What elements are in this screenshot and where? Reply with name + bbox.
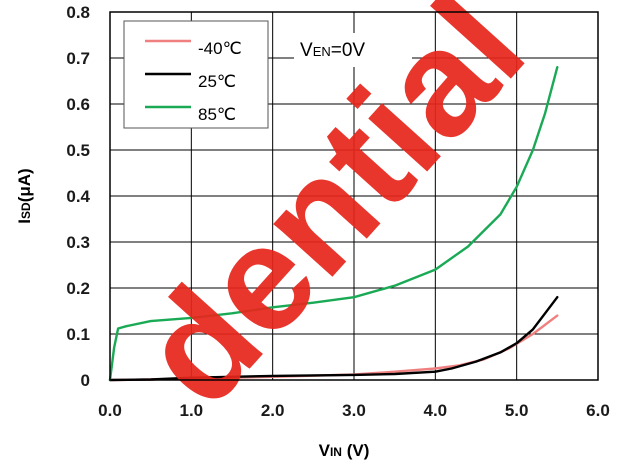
x-tick-label: 1.0 (180, 401, 204, 420)
y-tick-label: 0.6 (66, 95, 90, 114)
condition-annotation: VEN=0V (294, 33, 412, 67)
x-tick-label: 0.0 (98, 401, 122, 420)
x-tick-label: 4.0 (424, 401, 448, 420)
y-tick-label: 0.1 (66, 325, 90, 344)
x-tick-label: 2.0 (261, 401, 285, 420)
legend: -40℃ 25℃ 85℃ (123, 20, 269, 129)
annotation-text: VEN=0V (300, 40, 365, 61)
series-line (108, 66, 559, 382)
y-tick-label: 0.3 (66, 233, 90, 252)
x-tick-label: 6.0 (586, 401, 610, 420)
y-tick-label: 0.7 (66, 49, 90, 68)
series-line (108, 296, 559, 382)
x-tick-label: 5.0 (505, 401, 529, 420)
grid-lines (109, 11, 599, 381)
x-tick-labels: 0.0 1.0 2.0 3.0 4.0 5.0 6.0 (98, 401, 610, 420)
x-tick-label: 3.0 (342, 401, 366, 420)
y-tick-label: 0 (81, 371, 90, 390)
annotation-box (294, 33, 412, 67)
legend-label: 25℃ (198, 72, 236, 91)
legend-label: 85℃ (198, 105, 236, 124)
y-tick-label: 0.8 (66, 3, 90, 22)
legend-label: -40℃ (198, 39, 242, 58)
y-tick-label: 0.2 (66, 279, 90, 298)
y-tick-label: 0.5 (66, 141, 90, 160)
x-axis-title: VIN (V) (319, 441, 370, 460)
y-axis-title: ISD(μA) (15, 168, 34, 223)
data-series (108, 66, 559, 382)
y-tick-labels: 0 0.1 0.2 0.3 0.4 0.5 0.6 0.7 0.8 (66, 3, 90, 390)
plot-frame (109, 11, 599, 381)
y-tick-label: 0.4 (66, 187, 90, 206)
